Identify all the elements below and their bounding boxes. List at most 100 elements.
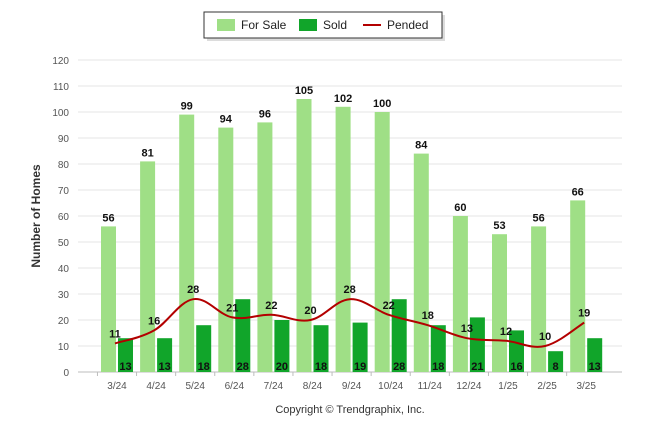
data-label-for-sale: 60	[454, 202, 466, 214]
data-label-sold: 13	[589, 361, 601, 373]
bar-for-sale	[413, 153, 429, 372]
data-label-for-sale: 56	[532, 212, 544, 224]
data-label-for-sale: 53	[493, 220, 505, 232]
data-label-sold: 28	[393, 361, 405, 373]
bar-sold	[548, 351, 564, 372]
bar-for-sale	[335, 106, 351, 373]
data-label-pended: 16	[148, 315, 160, 327]
y-axis-label: Number of Homes	[29, 164, 43, 268]
y-tick-label: 110	[53, 82, 69, 93]
x-tick-label: 2/25	[537, 381, 557, 392]
y-tick-label: 10	[58, 342, 70, 353]
y-tick-label: 20	[58, 316, 70, 327]
legend-label-for-sale: For Sale	[241, 18, 287, 32]
y-tick-label: 50	[58, 238, 70, 249]
x-tick-label: 1/25	[498, 381, 518, 392]
data-label-for-sale: 99	[181, 101, 193, 113]
bars	[101, 99, 603, 373]
bar-sold	[157, 338, 173, 372]
bar-for-sale	[218, 127, 234, 372]
y-tick-label: 30	[58, 290, 70, 301]
bar-sold	[196, 325, 212, 372]
data-label-pended: 22	[265, 300, 277, 312]
bar-for-sale	[531, 226, 547, 372]
data-label-for-sale: 96	[259, 108, 271, 120]
bar-sold	[118, 338, 133, 372]
x-tick-label: 6/24	[225, 381, 245, 392]
data-label-sold: 18	[432, 361, 444, 373]
legend-label-sold: Sold	[323, 18, 347, 32]
data-label-sold: 18	[198, 361, 210, 373]
bar-for-sale	[374, 112, 390, 372]
data-label-for-sale: 105	[295, 85, 313, 97]
data-label-sold: 16	[510, 361, 522, 373]
bar-for-sale	[296, 99, 312, 372]
y-tick-label: 120	[52, 56, 69, 67]
data-label-pended: 19	[578, 308, 590, 320]
y-tick-label: 90	[58, 134, 70, 145]
data-label-for-sale: 100	[373, 98, 391, 110]
pended-line	[114, 298, 585, 348]
bar-sold	[352, 322, 368, 372]
copyright-text: Copyright © Trendgraphix, Inc.	[275, 404, 424, 416]
legend: For Sale Sold Pended	[203, 11, 445, 41]
y-tick-label: 70	[58, 186, 70, 197]
data-label-for-sale: 66	[572, 186, 584, 198]
data-label-sold: 13	[158, 361, 170, 373]
data-label-sold: 19	[354, 361, 366, 373]
bar-sold	[430, 325, 446, 372]
bar-for-sale	[101, 226, 116, 372]
data-label-sold: 28	[237, 361, 249, 373]
data-label-pended: 11	[109, 328, 121, 340]
bar-for-sale	[257, 122, 273, 373]
data-label-sold: 13	[119, 361, 131, 373]
bar-sold	[509, 330, 524, 372]
data-label-pended: 10	[539, 331, 551, 343]
x-tick-label: 5/24	[185, 381, 205, 392]
x-axis-ticks: 3/24 4/24 5/24 6/24 7/24 8/24 9/24 10/24 11/24 12…	[96, 372, 596, 392]
y-tick-label: 60	[58, 212, 70, 223]
x-tick-label: 9/24	[342, 381, 362, 392]
x-tick-label: 3/24	[107, 381, 127, 392]
bar-for-sale	[492, 234, 507, 372]
bar-sold	[274, 320, 290, 372]
bar-sold	[469, 317, 485, 372]
bar-for-sale	[140, 161, 156, 372]
data-label-for-sale: 102	[334, 93, 352, 105]
x-tick-label: 12/24	[456, 381, 481, 392]
x-tick-label: 8/24	[303, 381, 323, 392]
data-label-for-sale: 56	[102, 212, 114, 224]
data-label-sold: 21	[471, 361, 483, 373]
x-tick-label: 10/24	[378, 381, 403, 392]
data-label-pended: 21	[226, 302, 238, 314]
legend-box	[203, 11, 443, 39]
x-tick-label: 3/25	[576, 381, 596, 392]
data-label-sold: 20	[276, 361, 288, 373]
y-tick-label: 0	[63, 368, 69, 379]
data-labels: 56 13 81 13 99 18 94 28 96 20 105 18 102 19 100 28 84 18 6…	[102, 85, 600, 373]
y-tick-label: 100	[52, 108, 69, 119]
y-tick-label: 40	[58, 264, 70, 275]
bar-sold	[587, 338, 603, 372]
bar-for-sale	[570, 200, 586, 372]
data-label-pended: 13	[461, 323, 473, 335]
data-label-sold: 18	[315, 361, 327, 373]
legend-label-pended: Pended	[387, 18, 428, 32]
data-label-pended: 28	[187, 284, 199, 296]
data-label-pended: 12	[500, 326, 512, 338]
data-label-pended: 18	[422, 310, 434, 322]
data-label-for-sale: 94	[220, 114, 233, 126]
legend-swatch-for-sale	[217, 19, 235, 31]
y-axis-ticks: 0 10 20 30 40 50 60 70 80 90 100 110 120	[52, 56, 69, 379]
data-label-for-sale: 81	[141, 147, 153, 159]
data-label-pended: 20	[304, 305, 316, 317]
bar-for-sale	[179, 114, 195, 372]
x-tick-label: 7/24	[264, 381, 284, 392]
data-label-sold: 8	[553, 361, 559, 373]
x-tick-label: 11/24	[418, 381, 443, 392]
x-tick-label: 4/24	[146, 381, 166, 392]
y-tick-label: 80	[58, 160, 70, 171]
bar-sold	[313, 325, 329, 372]
data-label-pended: 28	[343, 284, 355, 296]
